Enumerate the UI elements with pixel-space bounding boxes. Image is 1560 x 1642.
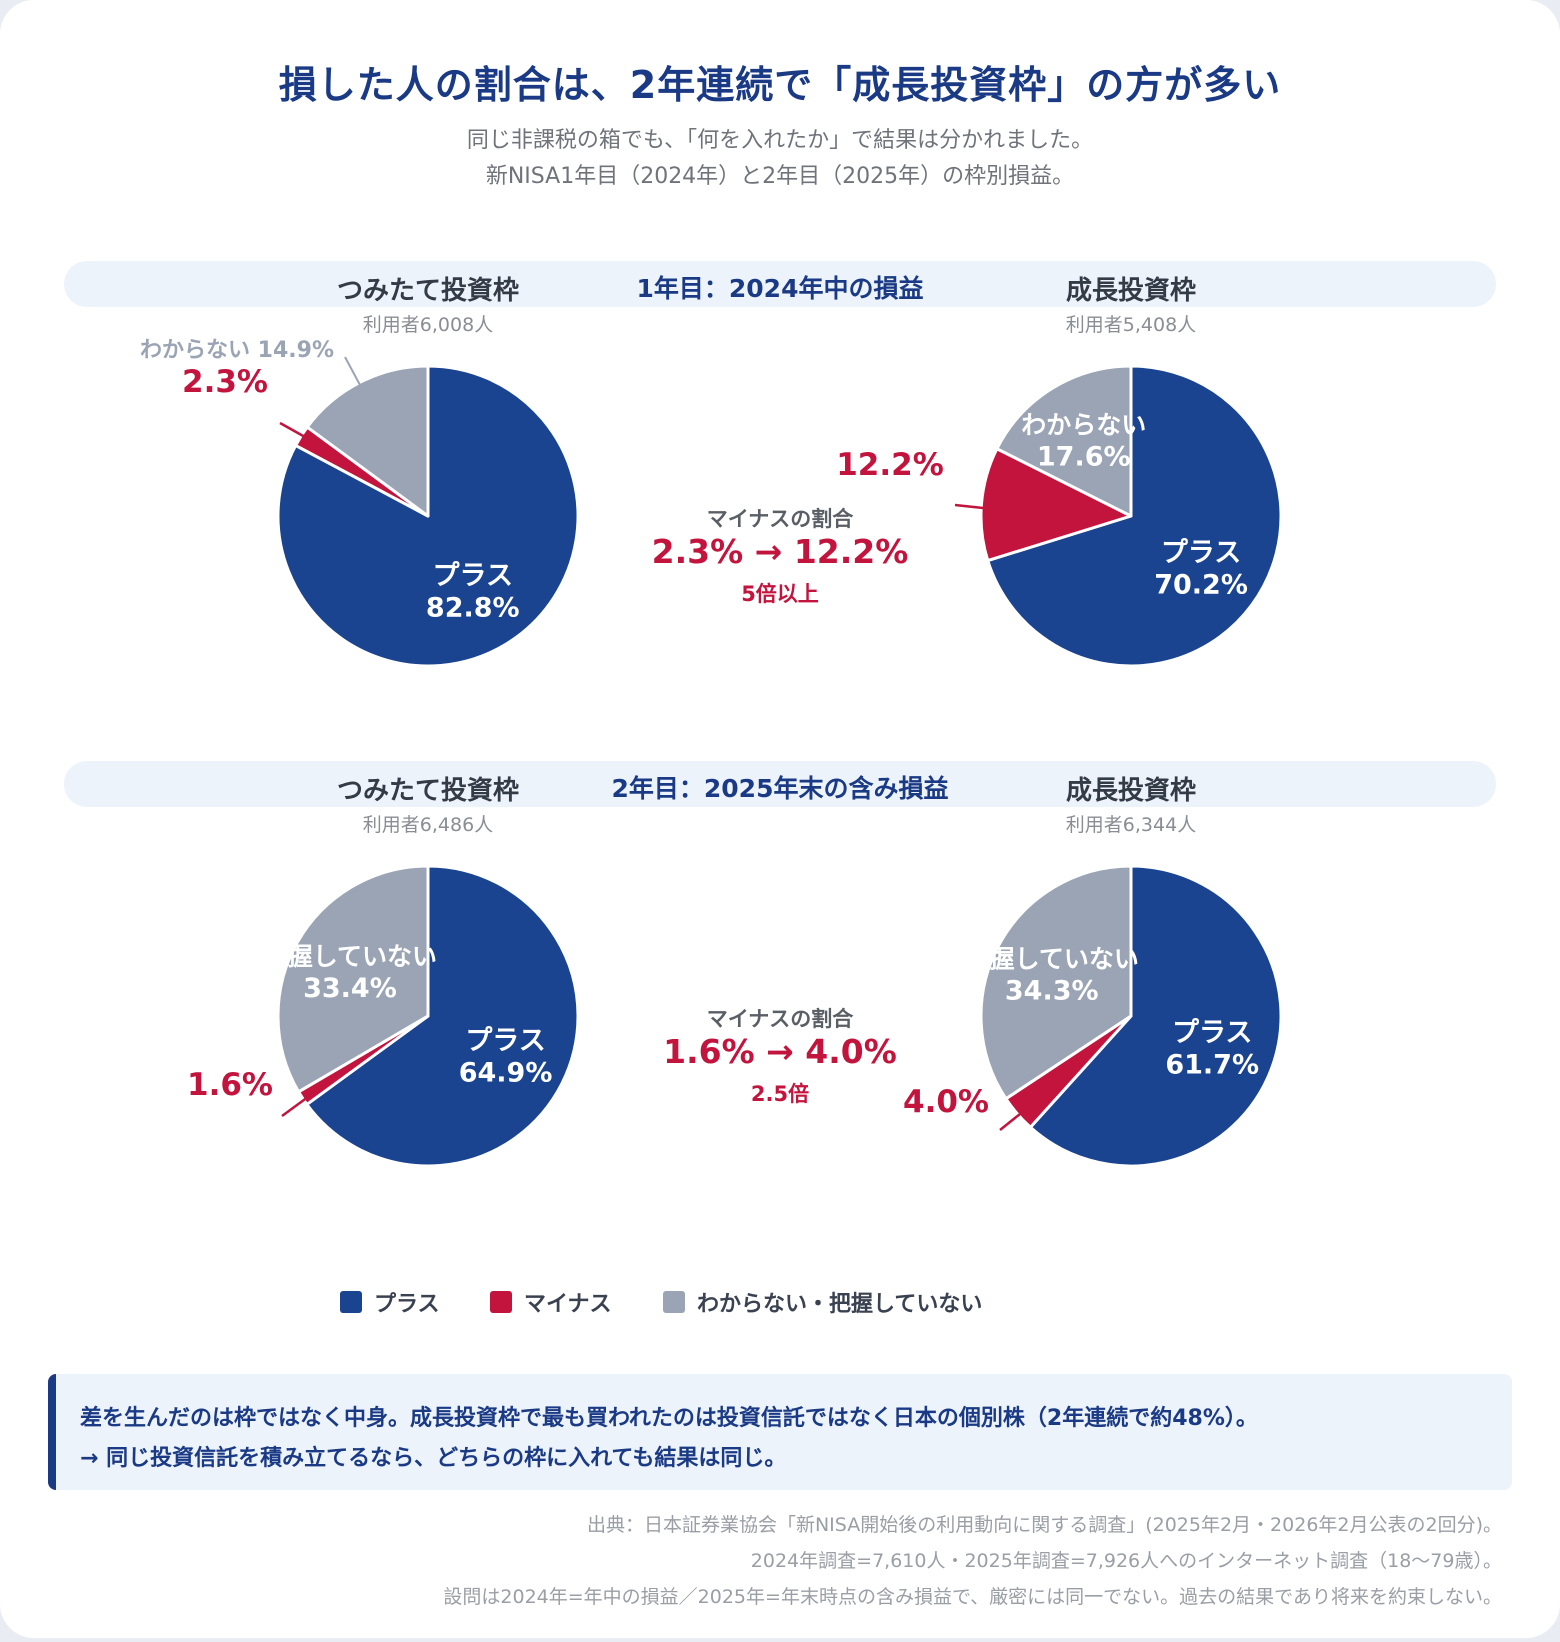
legend-label-minus: マイナス <box>524 1292 612 1317</box>
chart-users-tsumitate-2024: 利用者6,008人 <box>362 314 494 336</box>
pie-value-minus-seicho-2024: 12.2% <box>836 447 944 483</box>
subtitle-line-2: 新NISA1年目（2024年）と2年目（2025年）の枠別損益。 <box>485 164 1075 189</box>
pie-slice-unknown-tsumitate-2025 <box>276 864 430 1094</box>
note-accent-bar <box>48 1374 56 1490</box>
pie-slice-plus-tsumitate-2025 <box>305 864 580 1168</box>
pie-slice-minus-seicho-2024 <box>979 447 1133 563</box>
pie-slice-plus-seicho-2024 <box>986 364 1283 668</box>
leader-line-minus-tsumitate-2024 <box>279 421 306 439</box>
pie-label-unknown-seicho-2024: わからない <box>1021 410 1146 439</box>
pie-label-unknown-seicho-2025: 把握していない <box>965 944 1139 973</box>
pie-value-plus-seicho-2024: 70.2% <box>1154 570 1248 601</box>
legend-swatch-plus <box>340 1291 362 1313</box>
leader-line-minus-tsumitate-2025 <box>281 1092 313 1118</box>
minus-ratio-change-year1: 2.3% → 12.2% <box>651 532 909 571</box>
page-title: 損した人の割合は、2年連続で「成長投資枠」の方が多い <box>278 63 1282 107</box>
pie-value-plus-tsumitate-2024: 82.8% <box>426 593 520 624</box>
pie-value-unknown-seicho-2024: 17.6% <box>1037 441 1131 472</box>
source-line-2: 2024年調査=7,610人・2025年調査=7,926人へのインターネット調査… <box>750 1550 1502 1572</box>
chart-users-seicho-2024: 利用者5,408人 <box>1065 314 1197 336</box>
pie-value-unknown-tsumitate-2025: 33.4% <box>303 973 397 1004</box>
chart-title-tsumitate-2025: つみたて投資枠 <box>336 776 519 806</box>
pie-value-plus-seicho-2025: 61.7% <box>1165 1049 1259 1080</box>
source-line-3: 設問は2024年=年中の損益／2025年=年末時点の含み損益で、厳密には同一でな… <box>443 1586 1502 1608</box>
subtitle-line-1: 同じ非課税の箱でも、「何を入れたか」で結果は分かれました。 <box>466 128 1094 153</box>
leader-line-minus-seicho-2025 <box>999 1109 1026 1131</box>
pie-label-plus-seicho-2024: プラス <box>1161 538 1241 569</box>
chart-title-tsumitate-2024: つみたて投資枠 <box>336 276 519 306</box>
legend-swatch-unknown <box>663 1291 685 1313</box>
section-band-year2 <box>64 761 1496 807</box>
section-label-year1: 1年目：2024年中の損益 <box>636 274 924 303</box>
pie-label-unknown-tsumitate-2024: わからない 14.9% <box>140 338 334 363</box>
leader-line-unknown-tsumitate-2024 <box>344 356 361 386</box>
leader-line-minus-seicho-2024 <box>954 503 984 510</box>
note-line-2: → 同じ投資信託を積み立てるなら、どちらの枠に入れても結果は同じ。 <box>80 1446 787 1471</box>
pie-slice-unknown-seicho-2024 <box>995 364 1133 518</box>
minus-ratio-change-year2: 1.6% → 4.0% <box>663 1032 897 1071</box>
section-band-year1 <box>64 261 1496 307</box>
pie-label-plus-tsumitate-2025: プラス <box>465 1025 545 1056</box>
pie-label-plus-seicho-2025: プラス <box>1172 1017 1252 1048</box>
chart-users-seicho-2025: 利用者6,344人 <box>1065 814 1197 836</box>
pie-label-unknown-tsumitate-2025: 把握していない <box>263 942 437 971</box>
pie-value-minus-seicho-2025: 4.0% <box>903 1084 989 1120</box>
pie-value-unknown-seicho-2025: 34.3% <box>1005 975 1099 1006</box>
pie-slice-unknown-seicho-2025 <box>979 864 1133 1101</box>
key-takeaway-box: 差を生んだのは枠ではなく中身。成長投資枠で最も買われたのは投資信託ではなく日本の… <box>48 1374 1512 1490</box>
legend-item-plus: プラス <box>340 1287 440 1317</box>
chart-title-seicho-2024: 成長投資枠 <box>1065 276 1196 306</box>
source-line-1: 出典：日本証券業協会「新NISA開始後の利用動向に関する調査」(2025年2月・… <box>586 1514 1502 1536</box>
section-label-year2: 2年目：2025年末の含み損益 <box>611 774 949 803</box>
legend-item-minus: マイナス <box>490 1287 612 1317</box>
pie-slice-plus-seicho-2025 <box>1028 864 1283 1168</box>
minus-ratio-label-year2: マイナスの割合 <box>706 1007 854 1031</box>
legend-label-unknown: わからない・把握していない <box>697 1292 983 1317</box>
minus-ratio-multiplier-year2: 2.5倍 <box>750 1082 810 1106</box>
chart-users-tsumitate-2025: 利用者6,486人 <box>362 814 494 836</box>
minus-ratio-multiplier-year1: 5倍以上 <box>741 582 819 606</box>
legend-label-plus: プラス <box>374 1292 440 1317</box>
pie-label-plus-tsumitate-2024: プラス <box>433 561 513 592</box>
pie-value-minus-tsumitate-2025: 1.6% <box>187 1067 273 1103</box>
pie-slice-unknown-tsumitate-2024 <box>305 364 430 518</box>
minus-ratio-label-year1: マイナスの割合 <box>706 507 854 531</box>
legend-swatch-minus <box>490 1291 512 1313</box>
chart-title-seicho-2025: 成長投資枠 <box>1065 776 1196 806</box>
legend-item-unknown: わからない・把握していない <box>663 1287 982 1317</box>
pie-value-plus-tsumitate-2025: 64.9% <box>459 1057 553 1088</box>
note-line-1: 差を生んだのは枠ではなく中身。成長投資枠で最も買われたのは投資信託ではなく日本の… <box>80 1406 1258 1431</box>
pie-value-minus-tsumitate-2024: 2.3% <box>182 364 268 400</box>
